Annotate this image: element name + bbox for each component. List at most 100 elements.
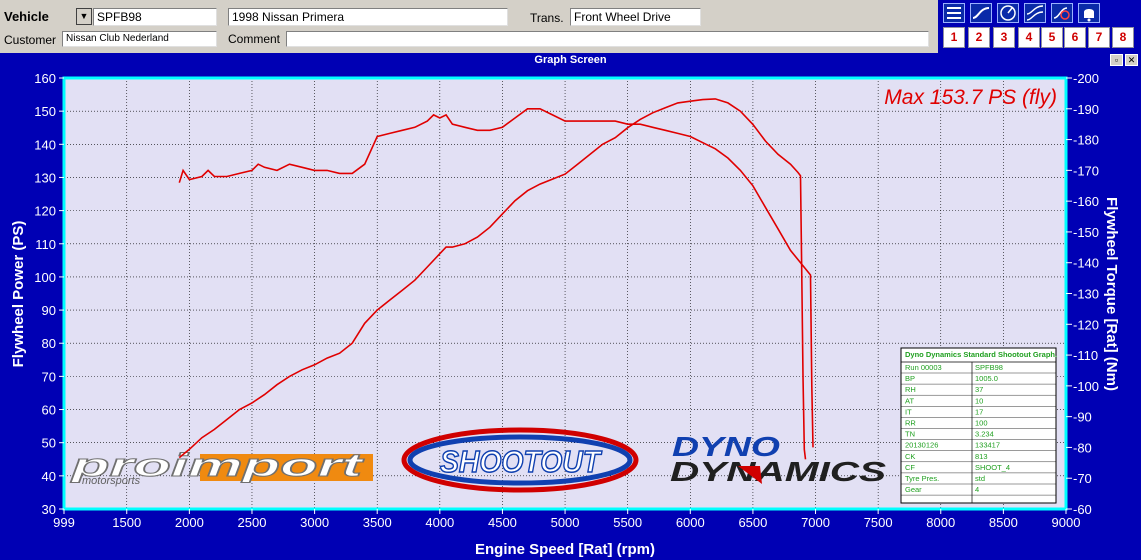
y2-tick-label: -100 (1073, 379, 1099, 394)
trans-field[interactable]: Front Wheel Drive (570, 8, 701, 26)
dyno-dynamics-logo: DYNO DYNAMICS (670, 431, 886, 487)
menu-icon[interactable] (943, 3, 965, 23)
customer-label: Customer (4, 33, 57, 47)
x-axis: 999 1500 2000 2500 3000 3500 4000 4500 5000 5500 6… (53, 509, 1080, 530)
y-tick-label: 80 (42, 336, 56, 351)
x-axis-label: Engine Speed [Rat] (rpm) (475, 541, 655, 558)
x-tick-label: 8000 (926, 515, 955, 530)
preset-button-4[interactable]: 4 (1018, 27, 1040, 48)
x-tick-label: 999 (53, 515, 75, 530)
x-tick-label: 3000 (300, 515, 329, 530)
info-table-value: 3.234 (975, 430, 994, 439)
preset-button-6[interactable]: 6 (1064, 27, 1086, 48)
y2-tick-label: -120 (1073, 317, 1099, 332)
vehicle-name-field[interactable]: 1998 Nissan Primera (228, 8, 508, 26)
info-table-value: 100 (975, 419, 988, 428)
y2-tick-label: -200 (1073, 71, 1099, 86)
info-table-value: SPFB98 (975, 363, 1003, 372)
y2-tick-label: -60 (1073, 502, 1092, 517)
info-table-value: 133417 (975, 441, 1000, 450)
info-table-key: CK (905, 452, 915, 461)
x-tick-label: 4500 (488, 515, 517, 530)
series-line-torque (178, 108, 814, 448)
x-tick-label: 3500 (363, 515, 392, 530)
comment-field[interactable] (286, 31, 929, 47)
proimport-logo-text: proimport (70, 447, 364, 483)
vehicle-dropdown-button[interactable]: ▼ (76, 8, 92, 25)
clock-icon[interactable] (1051, 3, 1073, 23)
x-tick-label: 1500 (112, 515, 141, 530)
preset-button-5[interactable]: 5 (1041, 27, 1063, 48)
info-table-key: IT (905, 407, 912, 416)
preset-button-1[interactable]: 1 (943, 27, 965, 48)
y-tick-label: 40 (42, 469, 56, 484)
power-curve-icon[interactable] (970, 3, 992, 23)
y2-tick-label: -70 (1073, 471, 1092, 486)
close-icon[interactable]: ✕ (1125, 54, 1138, 66)
y2-tick-label: -150 (1073, 225, 1099, 240)
dyno-logo-text: DYNO (672, 431, 780, 462)
y2-tick-label: -160 (1073, 194, 1099, 209)
x-tick-label: 5500 (613, 515, 642, 530)
y2-tick-label: -110 (1073, 348, 1098, 363)
trans-label: Trans. (530, 11, 564, 25)
info-table-key: BP (905, 374, 915, 383)
preset-button-8[interactable]: 8 (1112, 27, 1134, 48)
restore-icon[interactable]: ▫ (1110, 54, 1123, 66)
y-tick-label: 110 (35, 237, 56, 252)
y2-tick-label: -180 (1073, 133, 1099, 148)
x-tick-label: 2500 (238, 515, 267, 530)
chart-title: Max 153.7 PS (fly) (884, 86, 1057, 109)
y-tick-label: 120 (34, 204, 56, 219)
info-table-value: 10 (975, 396, 983, 405)
info-table-value: 17 (975, 407, 983, 416)
info-table-key: AT (905, 396, 914, 405)
bell-icon[interactable] (1078, 3, 1100, 23)
x-tick-label: 6500 (738, 515, 767, 530)
preset-button-3[interactable]: 3 (993, 27, 1015, 48)
info-table-value: 813 (975, 452, 988, 461)
y2-axis-label: Flywheel Torque [Rat] (Nm) (1103, 197, 1120, 391)
y-axis-right: -60 -70 -80 -90 -100 -110 -120 -130 -140 -150 -160… (1066, 71, 1099, 517)
x-tick-label: 6000 (676, 515, 705, 530)
info-table-key: Run 00003 (905, 363, 942, 372)
y2-tick-label: -140 (1073, 256, 1099, 271)
x-tick-label: 2000 (175, 515, 204, 530)
info-table-value: std (975, 474, 985, 483)
toolbar: 1 2 3 4 5 6 7 8 (938, 0, 1141, 53)
series-layer (178, 98, 814, 460)
dyno-chart: 999 1500 2000 2500 3000 3500 4000 4500 5000 5500 6… (10, 71, 1120, 558)
y-tick-label: 50 (42, 436, 56, 451)
gauge-icon[interactable] (997, 3, 1019, 23)
info-table-key: CF (905, 463, 915, 472)
info-table-value: 1005.0 (975, 374, 998, 383)
x-tick-label: 5000 (551, 515, 580, 530)
dynamics-logo-text: DYNAMICS (670, 456, 886, 487)
info-table-title: Dyno Dynamics Standard Shootout Graph. (905, 350, 1057, 359)
y-tick-label: 160 (34, 71, 56, 86)
y2-tick-label: -190 (1073, 102, 1099, 117)
y2-tick-label: -170 (1073, 163, 1099, 178)
preset-button-7[interactable]: 7 (1088, 27, 1110, 48)
y-tick-label: 130 (34, 170, 56, 185)
info-table-key: 20130126 (905, 441, 938, 450)
y-axis-label: Flywheel Power (PS) (10, 221, 27, 368)
y2-tick-label: -80 (1073, 440, 1092, 455)
y2-tick-label: -130 (1073, 287, 1099, 302)
y-tick-label: 60 (42, 403, 56, 418)
customer-field[interactable]: Nissan Club Nederland (62, 31, 217, 47)
preset-button-2[interactable]: 2 (968, 27, 990, 48)
vehicle-label: Vehicle (4, 9, 49, 24)
y-tick-label: 70 (42, 369, 56, 384)
info-table-value: 37 (975, 385, 983, 394)
x-tick-label: 8500 (989, 515, 1018, 530)
x-tick-label: 7000 (801, 515, 830, 530)
shootout-logo: SHOOTOUT (401, 427, 639, 493)
y2-tick-label: -90 (1073, 410, 1092, 425)
shootout-logo-text: SHOOTOUT (440, 444, 603, 479)
info-table: Dyno Dynamics Standard Shootout Graph. Ru… (900, 347, 1057, 504)
y-tick-label: 90 (42, 303, 56, 318)
dual-curve-icon[interactable] (1024, 3, 1046, 23)
y-tick-label: 150 (34, 104, 56, 119)
vehicle-id-field[interactable]: SPFB98 (93, 8, 217, 26)
